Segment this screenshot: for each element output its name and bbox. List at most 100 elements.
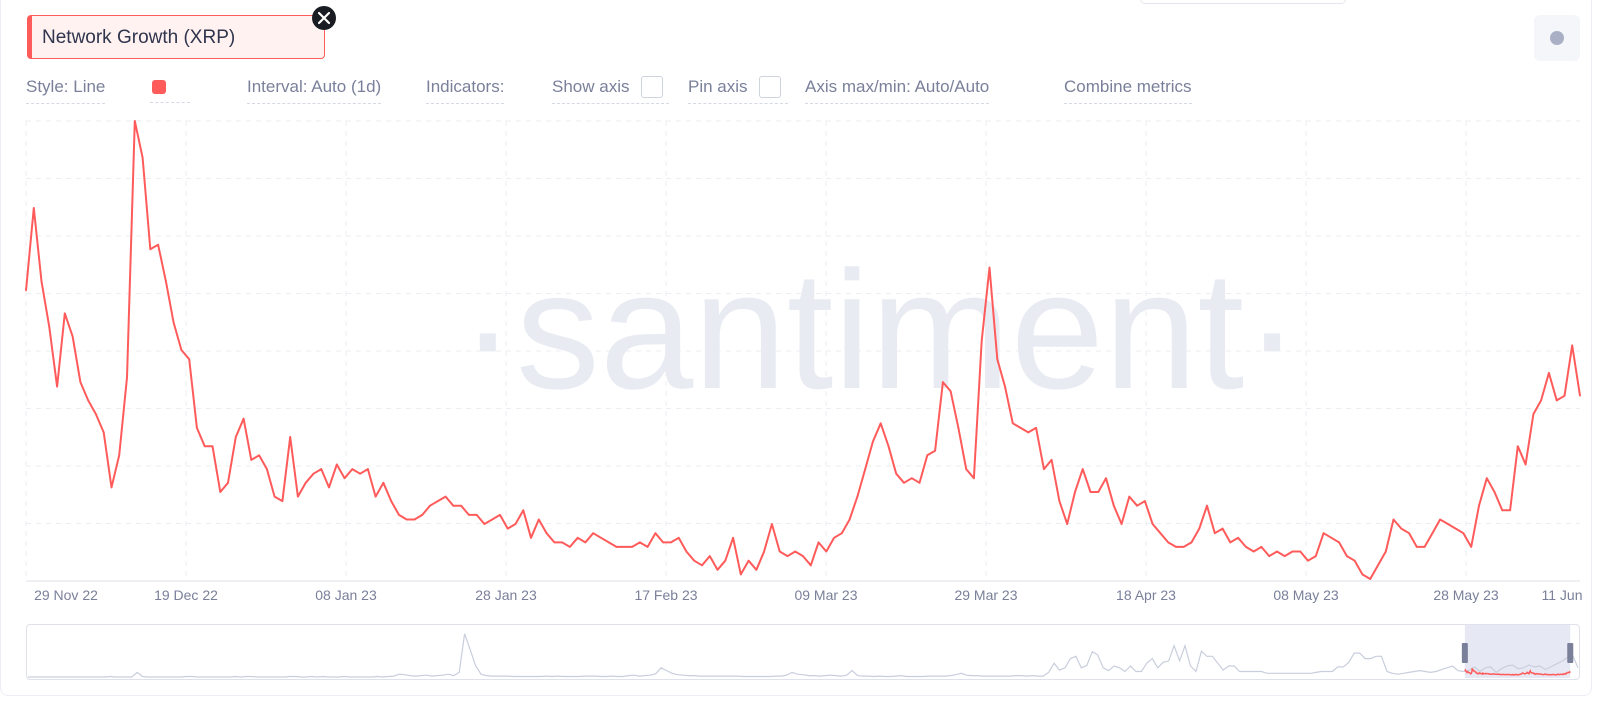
data-point bbox=[1182, 546, 1185, 548]
metric-label: Network Growth (XRP) bbox=[42, 27, 236, 48]
data-point bbox=[1486, 477, 1488, 480]
data-point bbox=[1493, 491, 1496, 493]
metric-chip[interactable]: Network Growth (XRP) bbox=[27, 15, 325, 59]
data-point bbox=[149, 248, 152, 250]
data-point bbox=[1555, 399, 1558, 402]
data-point bbox=[996, 358, 999, 361]
data-point bbox=[79, 381, 82, 383]
data-point bbox=[1540, 399, 1542, 402]
data-point bbox=[1167, 541, 1169, 544]
data-point bbox=[639, 541, 641, 544]
data-point bbox=[110, 486, 113, 489]
data-point bbox=[1035, 427, 1037, 429]
combine-metrics-option[interactable]: Combine metrics bbox=[1064, 77, 1192, 104]
data-point bbox=[1462, 532, 1465, 534]
data-point bbox=[740, 573, 742, 576]
data-point bbox=[608, 541, 610, 544]
data-point bbox=[390, 500, 393, 502]
data-point bbox=[841, 532, 843, 534]
data-point bbox=[452, 504, 455, 507]
data-point bbox=[491, 518, 494, 521]
data-point bbox=[1097, 491, 1100, 493]
data-point bbox=[1400, 527, 1403, 530]
data-point bbox=[1416, 546, 1418, 548]
data-point bbox=[810, 564, 812, 567]
data-point bbox=[1105, 477, 1107, 480]
data-point bbox=[1136, 504, 1138, 507]
data-point bbox=[600, 537, 602, 539]
data-point bbox=[1361, 573, 1364, 576]
data-point bbox=[1276, 550, 1278, 553]
data-point bbox=[64, 312, 66, 315]
data-point bbox=[1330, 537, 1333, 539]
dot-icon bbox=[1550, 31, 1564, 45]
style-option[interactable]: Style: Line bbox=[26, 77, 106, 104]
data-point bbox=[1447, 523, 1449, 525]
show-axis-checkbox[interactable] bbox=[641, 76, 663, 98]
x-tick-label: 17 Feb 23 bbox=[634, 587, 697, 603]
data-point bbox=[429, 504, 431, 507]
data-point bbox=[475, 514, 478, 516]
pin-axis-option[interactable]: Pin axis bbox=[688, 77, 788, 104]
data-point bbox=[1043, 468, 1045, 470]
data-point bbox=[211, 445, 214, 448]
x-tick-label: 28 Jan 23 bbox=[475, 587, 537, 603]
data-point bbox=[157, 243, 159, 246]
data-point bbox=[413, 518, 416, 521]
data-point bbox=[25, 289, 27, 292]
data-point bbox=[1532, 413, 1535, 415]
data-point bbox=[359, 472, 361, 475]
data-point bbox=[1050, 459, 1053, 461]
data-point bbox=[1470, 546, 1472, 548]
data-point bbox=[747, 559, 750, 562]
data-point bbox=[460, 504, 462, 507]
data-point bbox=[1377, 564, 1379, 567]
data-point bbox=[1027, 431, 1030, 434]
data-point bbox=[778, 550, 781, 553]
data-point bbox=[126, 376, 128, 379]
axis-maxmin-option[interactable]: Axis max/min: Auto/Auto bbox=[805, 77, 990, 104]
show-axis-option[interactable]: Show axis bbox=[552, 77, 670, 104]
data-point bbox=[134, 120, 136, 122]
data-point bbox=[677, 537, 680, 539]
data-point bbox=[755, 569, 758, 571]
data-point bbox=[895, 472, 897, 475]
data-point bbox=[48, 326, 51, 328]
x-tick-label: 11 Jun bbox=[1542, 587, 1583, 603]
data-point bbox=[273, 495, 276, 498]
data-point bbox=[685, 550, 688, 553]
data-point bbox=[879, 422, 882, 425]
data-point bbox=[258, 454, 260, 457]
data-point bbox=[872, 440, 874, 443]
data-point bbox=[219, 491, 222, 493]
pin-axis-checkbox[interactable] bbox=[759, 76, 781, 98]
data-point bbox=[1074, 491, 1076, 493]
data-point bbox=[172, 321, 175, 324]
data-point bbox=[1423, 546, 1426, 548]
data-point bbox=[724, 559, 727, 562]
data-point bbox=[374, 495, 377, 498]
data-point bbox=[1113, 504, 1115, 507]
data-point bbox=[584, 541, 587, 544]
navigator[interactable] bbox=[26, 624, 1580, 680]
data-point bbox=[514, 523, 517, 525]
color-swatch[interactable] bbox=[152, 80, 166, 94]
data-point bbox=[506, 527, 509, 530]
interval-option[interactable]: Interval: Auto (1d) bbox=[247, 77, 382, 104]
data-point bbox=[918, 482, 921, 484]
data-point bbox=[1548, 372, 1550, 374]
x-axis-ticks: 29 Nov 22 19 Dec 22 08 Jan 23 28 Jan 23 17 F… bbox=[34, 587, 1582, 603]
data-point bbox=[118, 454, 120, 457]
indicators-option[interactable]: Indicators: bbox=[426, 77, 505, 104]
data-point bbox=[398, 514, 400, 516]
data-point bbox=[1283, 555, 1286, 557]
close-icon[interactable] bbox=[312, 6, 336, 30]
settings-button[interactable] bbox=[1534, 15, 1580, 61]
data-point bbox=[1128, 495, 1131, 498]
data-point bbox=[1501, 509, 1504, 512]
data-point bbox=[1454, 527, 1457, 530]
data-point bbox=[351, 468, 354, 470]
data-point bbox=[1299, 550, 1302, 553]
data-point bbox=[1081, 468, 1084, 470]
